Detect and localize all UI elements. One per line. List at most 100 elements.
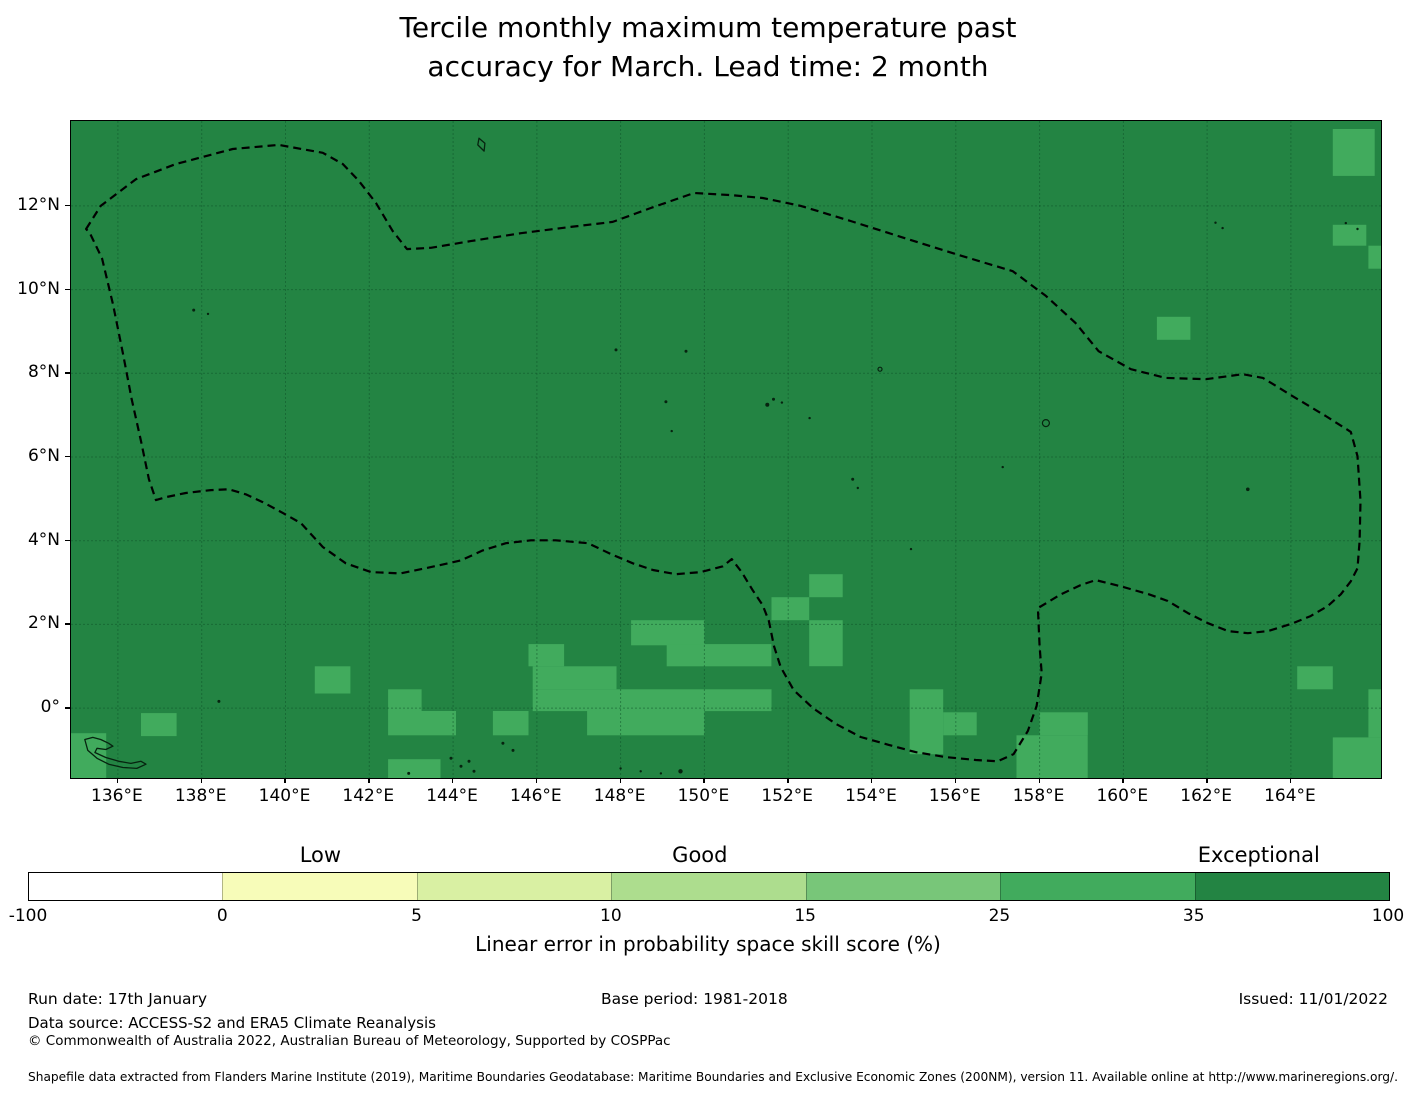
skill-score-cell xyxy=(532,666,617,690)
island-dot xyxy=(501,741,505,745)
skill-score-cell xyxy=(666,644,772,667)
island-atoll-ring xyxy=(877,366,883,372)
x-tick-mark xyxy=(368,778,370,783)
copyright-text: © Commonwealth of Australia 2022, Austra… xyxy=(28,1033,671,1049)
colorbar-tick-label: 25 xyxy=(988,906,1011,926)
skill-score-cell xyxy=(1368,689,1381,738)
x-tick-label: 148°E xyxy=(593,786,646,806)
colorbar-segment-0-to-5 xyxy=(222,873,417,900)
colorbar-tick-label: 10 xyxy=(600,906,622,926)
skill-score-cell xyxy=(909,689,944,755)
x-tick-mark xyxy=(703,778,705,783)
skill-score-cell xyxy=(528,644,565,667)
colorbar-segment-25-to-35 xyxy=(1000,873,1195,900)
x-tick-mark xyxy=(619,778,622,783)
colorbar-tick-label: 15 xyxy=(794,906,816,926)
y-tick-label: 12°N xyxy=(17,194,60,215)
y-tick-label: 10°N xyxy=(17,278,60,299)
x-tick-mark xyxy=(1122,778,1124,783)
x-tick-label: 164°E xyxy=(1264,786,1316,806)
island-outline xyxy=(84,736,147,770)
island-dot xyxy=(449,756,453,760)
y-tick-label: 4°N xyxy=(27,529,60,550)
colorbar-tick-label: 0 xyxy=(216,906,228,926)
island-dot xyxy=(856,486,859,490)
y-tick-mark xyxy=(65,372,70,374)
island-dot xyxy=(772,397,775,401)
skill-score-cell xyxy=(809,620,843,667)
colorbar-segment-5-to-10 xyxy=(416,873,612,900)
island-dot xyxy=(206,312,210,316)
x-tick-mark xyxy=(535,778,538,783)
colorbar-segment-15-to-25 xyxy=(805,873,1001,900)
eez-boundary xyxy=(85,143,1362,763)
skill-score-cell xyxy=(1332,224,1367,246)
colorbar-category-exceptional: Exceptional xyxy=(1197,843,1320,867)
island-dot xyxy=(684,349,688,353)
island-dot xyxy=(1001,465,1004,469)
island-dot xyxy=(407,771,411,775)
colorbar-tick-label: -100 xyxy=(8,906,48,926)
island-dot xyxy=(851,477,855,481)
island-dot xyxy=(472,769,476,773)
skill-score-cell xyxy=(141,713,177,737)
island-dot xyxy=(639,770,642,773)
island-dot xyxy=(511,748,515,752)
y-tick-mark xyxy=(65,539,70,542)
skill-score-cell xyxy=(492,711,529,736)
y-tick-label: 8°N xyxy=(27,362,60,383)
x-tick-label: 154°E xyxy=(845,786,897,806)
island-outline xyxy=(477,137,486,152)
island-dot xyxy=(192,308,196,312)
base-period-text: Base period: 1981-2018 xyxy=(601,990,788,1008)
x-tick-mark xyxy=(1206,778,1208,783)
x-tick-mark xyxy=(1289,778,1292,783)
skill-score-cell xyxy=(943,712,977,736)
skill-score-cell xyxy=(388,689,422,712)
skill-score-cell xyxy=(1332,129,1375,176)
x-tick-label: 136°E xyxy=(91,786,143,806)
y-tick-label: 0° xyxy=(40,697,60,718)
x-tick-mark xyxy=(1038,778,1040,783)
skill-score-cell xyxy=(1332,737,1381,778)
island-dot xyxy=(1221,226,1224,230)
skill-score-cell xyxy=(388,711,456,736)
island-dot xyxy=(780,401,784,404)
colorbar-category-good: Good xyxy=(672,843,728,867)
map-plot-area xyxy=(70,120,1382,779)
island-atoll-ring xyxy=(1041,419,1051,428)
island-dot xyxy=(1356,227,1359,231)
x-tick-label: 158°E xyxy=(1012,786,1065,806)
colorbar-segment-10-to-15 xyxy=(611,873,806,900)
y-tick-label: 6°N xyxy=(27,446,60,467)
chart-title: Tercile monthly maximum temperature past… xyxy=(0,8,1416,86)
colorbar-category-low: Low xyxy=(299,843,342,867)
x-tick-mark xyxy=(116,778,119,783)
skill-score-cell xyxy=(587,711,705,736)
chart-title-line1: Tercile monthly maximum temperature past xyxy=(399,11,1017,44)
island-dot xyxy=(664,400,668,404)
x-tick-label: 150°E xyxy=(677,786,730,806)
colorbar-segment-35-to-100 xyxy=(1194,873,1389,900)
island-dot xyxy=(467,759,471,763)
island-dot xyxy=(1214,221,1217,224)
x-tick-label: 144°E xyxy=(426,786,478,806)
shapefile-note-text: Shapefile data extracted from Flanders M… xyxy=(28,1070,1399,1084)
island-dot xyxy=(808,416,811,420)
x-tick-mark xyxy=(452,778,454,783)
x-tick-label: 160°E xyxy=(1096,786,1149,806)
colorbar-tick-label: 35 xyxy=(1182,906,1205,926)
y-tick-mark xyxy=(65,204,70,207)
x-tick-label: 156°E xyxy=(928,786,981,806)
island-dot xyxy=(670,429,673,433)
island-dot xyxy=(459,764,463,768)
island-dot xyxy=(1344,221,1348,225)
skill-score-cell xyxy=(1016,735,1088,778)
x-tick-label: 162°E xyxy=(1180,786,1232,806)
skill-score-cell xyxy=(388,759,441,778)
skill-score-cell xyxy=(771,597,810,621)
x-tick-label: 142°E xyxy=(342,786,395,806)
skill-score-cell xyxy=(1297,666,1333,690)
skill-score-cell xyxy=(314,666,351,694)
data-source-text: Data source: ACCESS-S2 and ERA5 Climate … xyxy=(28,1014,436,1032)
